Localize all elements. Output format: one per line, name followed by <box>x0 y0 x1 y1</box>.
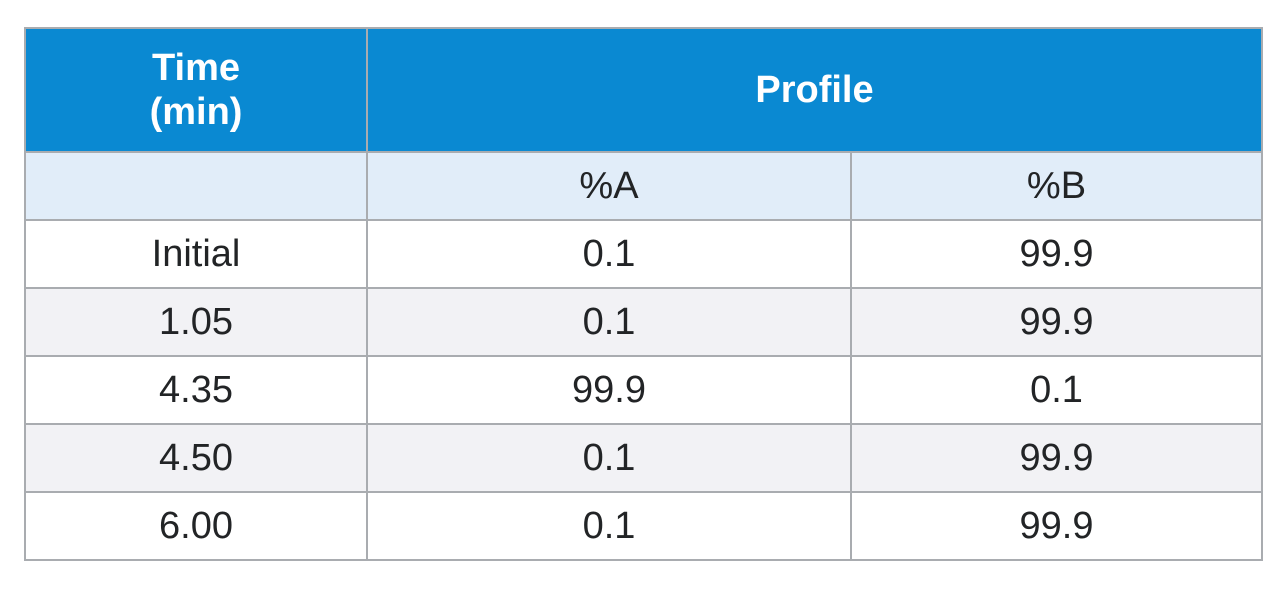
subheader-percent-a: %A <box>366 151 852 221</box>
subheader-blank-cell <box>24 151 368 221</box>
table-row: Initial 0.1 99.9 <box>24 219 1263 289</box>
percent-a-cell: 99.9 <box>366 355 852 425</box>
subheader-percent-b: %B <box>850 151 1263 221</box>
table-header-row: Time (min) Profile <box>24 27 1263 153</box>
gradient-table-container: Time (min) Profile %A %B Initial 0.1 99.… <box>24 27 1263 561</box>
percent-a-cell: 0.1 <box>366 287 852 357</box>
time-cell: 6.00 <box>24 491 368 561</box>
percent-b-cell: 0.1 <box>850 355 1263 425</box>
time-cell: 1.05 <box>24 287 368 357</box>
time-header-label: Time (min) <box>149 47 243 133</box>
time-cell: 4.50 <box>24 423 368 493</box>
percent-b-cell: 99.9 <box>850 491 1263 561</box>
time-header: Time (min) <box>24 27 368 153</box>
table-row: 1.05 0.1 99.9 <box>24 287 1263 357</box>
percent-b-cell: 99.9 <box>850 287 1263 357</box>
percent-a-cell: 0.1 <box>366 491 852 561</box>
time-cell: 4.35 <box>24 355 368 425</box>
percent-a-cell: 0.1 <box>366 219 852 289</box>
profile-header: Profile <box>366 27 1263 153</box>
percent-b-cell: 99.9 <box>850 219 1263 289</box>
table-row: 4.50 0.1 99.9 <box>24 423 1263 493</box>
time-cell: Initial <box>24 219 368 289</box>
table-row: 4.35 99.9 0.1 <box>24 355 1263 425</box>
gradient-table: Time (min) Profile %A %B Initial 0.1 99.… <box>24 27 1263 561</box>
percent-a-cell: 0.1 <box>366 423 852 493</box>
table-subheader-row: %A %B <box>24 151 1263 221</box>
profile-header-label: Profile <box>755 69 874 111</box>
table-row: 6.00 0.1 99.9 <box>24 491 1263 561</box>
percent-b-cell: 99.9 <box>850 423 1263 493</box>
